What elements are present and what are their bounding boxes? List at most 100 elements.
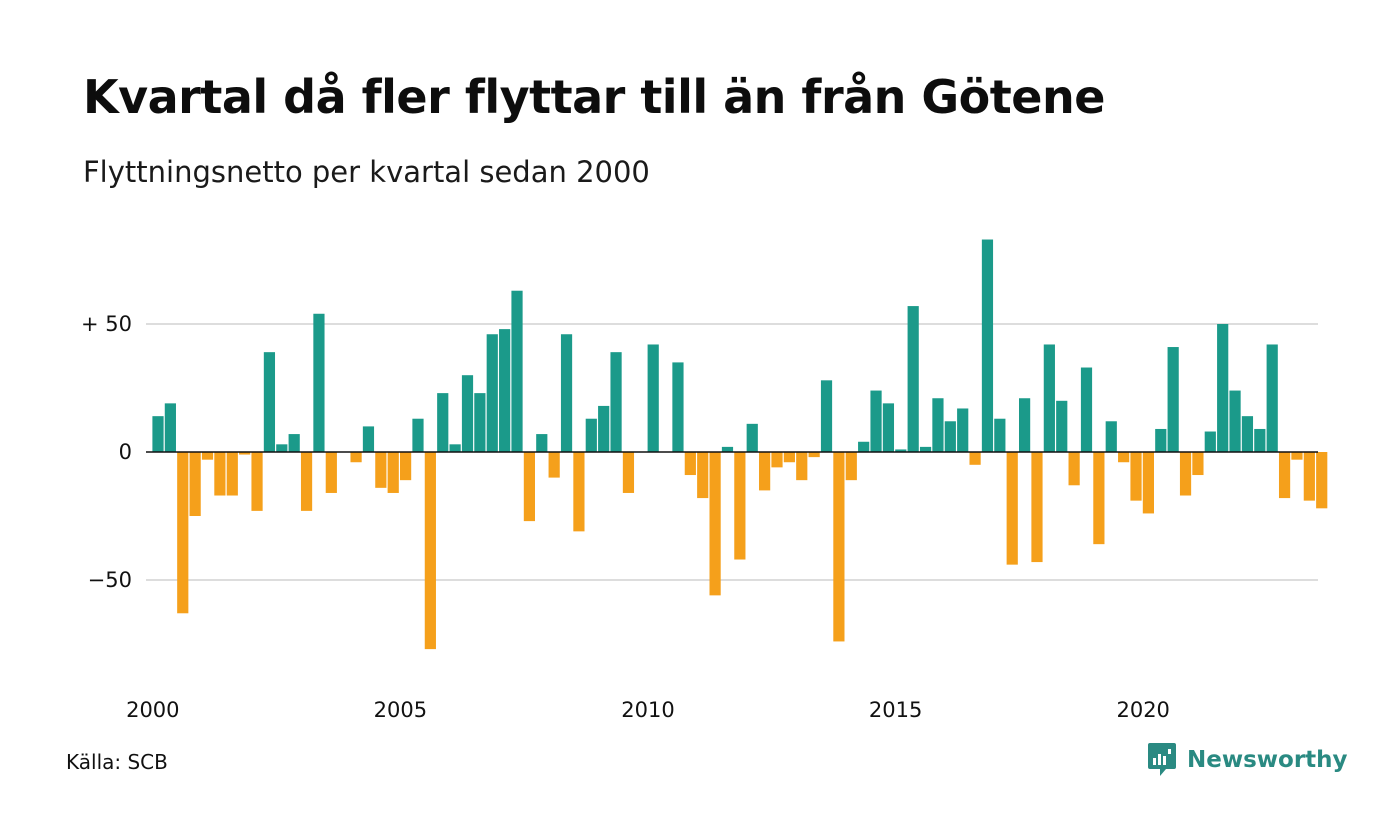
bars [152, 239, 1328, 650]
bar-negative [1006, 452, 1018, 565]
bar-negative [697, 452, 709, 499]
bar-negative [177, 452, 189, 614]
bar-positive [536, 434, 548, 452]
bar-positive [981, 239, 994, 452]
bar-positive [882, 403, 895, 452]
bar-positive [152, 416, 164, 452]
source-note: Källa: SCB [66, 750, 168, 774]
bar-negative [622, 452, 635, 493]
bar-negative [1316, 452, 1328, 509]
bar-negative [1179, 452, 1192, 496]
bar-negative [1303, 452, 1315, 501]
bar-negative [1093, 452, 1105, 545]
bar-positive [1204, 431, 1216, 452]
bar-negative [387, 452, 399, 493]
bar-negative [759, 452, 771, 491]
newsworthy-logo-icon [1148, 743, 1176, 776]
bar-negative [375, 452, 387, 488]
bar-positive [907, 306, 919, 452]
bar-negative [1130, 452, 1142, 501]
bar-positive [1056, 400, 1068, 452]
bar-negative [239, 452, 251, 455]
bar-negative [201, 452, 214, 460]
bar-negative [783, 452, 795, 463]
bar-positive [820, 380, 833, 452]
bar-negative [214, 452, 226, 496]
axes: + 50 0 −50 2000 2005 2010 2015 2020 [81, 312, 1318, 722]
bar-negative [350, 452, 362, 463]
bar-positive [858, 441, 870, 452]
bar-negative [251, 452, 263, 511]
bar-negative [400, 452, 412, 481]
bar-positive [276, 444, 288, 452]
bar-chart: + 50 0 −50 2000 2005 2010 2015 2020 [81, 239, 1328, 722]
bar-negative [969, 452, 981, 465]
bar-positive [474, 393, 486, 452]
bar-negative [1142, 452, 1154, 514]
bar-positive [486, 334, 498, 452]
bar-positive [870, 390, 882, 452]
chart-subtitle: Flyttningsnetto per kvartal sedan 2000 [83, 155, 650, 189]
bar-positive [499, 329, 511, 452]
gridlines [146, 323, 1318, 581]
bar-positive [895, 449, 907, 452]
y-tick-label: −50 [88, 568, 132, 592]
bar-positive [1080, 367, 1093, 452]
bar-positive [412, 418, 424, 452]
bar-positive [449, 444, 461, 452]
bar-positive [919, 446, 932, 452]
bar-positive [288, 434, 300, 452]
bar-positive [1105, 421, 1117, 452]
bar-positive [511, 290, 523, 452]
bar-negative [833, 452, 845, 642]
bar-positive [944, 421, 956, 452]
bar-positive [362, 426, 375, 452]
x-tick-label: 2015 [869, 698, 922, 722]
bar-positive [1241, 416, 1254, 452]
bar-positive [1019, 398, 1031, 452]
x-tick-label: 2010 [621, 698, 674, 722]
bar-negative [796, 452, 808, 481]
bar-negative [771, 452, 783, 468]
bar-positive [461, 375, 474, 452]
bar-positive [647, 344, 659, 452]
bar-positive [1217, 324, 1229, 452]
bar-positive [164, 403, 176, 452]
x-tick-label: 2005 [374, 698, 427, 722]
bar-negative [325, 452, 337, 493]
bar-positive [1167, 347, 1179, 452]
bar-positive [1254, 428, 1266, 452]
bar-positive [585, 418, 597, 452]
brand-name: Newsworthy [1187, 747, 1348, 773]
bar-negative [226, 452, 238, 496]
chart-title: Kvartal då fler flyttar till än från Göt… [83, 70, 1105, 124]
bar-negative [1118, 452, 1130, 463]
bar-negative [709, 452, 721, 596]
bar-positive [932, 398, 944, 452]
bar-positive [263, 352, 276, 452]
bar-negative [523, 452, 535, 522]
bar-positive [1043, 344, 1055, 452]
x-tick-label: 2020 [1116, 698, 1169, 722]
bar-positive [437, 393, 449, 452]
bar-negative [548, 452, 560, 478]
bar-negative [424, 452, 436, 650]
x-tick-label: 2000 [126, 698, 179, 722]
bar-positive [560, 334, 573, 452]
bar-positive [672, 362, 684, 452]
y-tick-label: + 50 [81, 312, 132, 336]
bar-positive [1229, 390, 1241, 452]
bar-positive [313, 313, 325, 452]
bar-negative [808, 452, 820, 458]
brand-logo: Newsworthy [1147, 742, 1348, 778]
bar-positive [746, 423, 758, 452]
bar-positive [721, 446, 734, 452]
bar-negative [1031, 452, 1043, 563]
bar-negative [734, 452, 746, 560]
bar-negative [684, 452, 696, 476]
bar-negative [1192, 452, 1204, 476]
bar-negative [845, 452, 857, 481]
bar-negative [300, 452, 313, 511]
bar-positive [598, 405, 610, 452]
bar-negative [1068, 452, 1080, 486]
